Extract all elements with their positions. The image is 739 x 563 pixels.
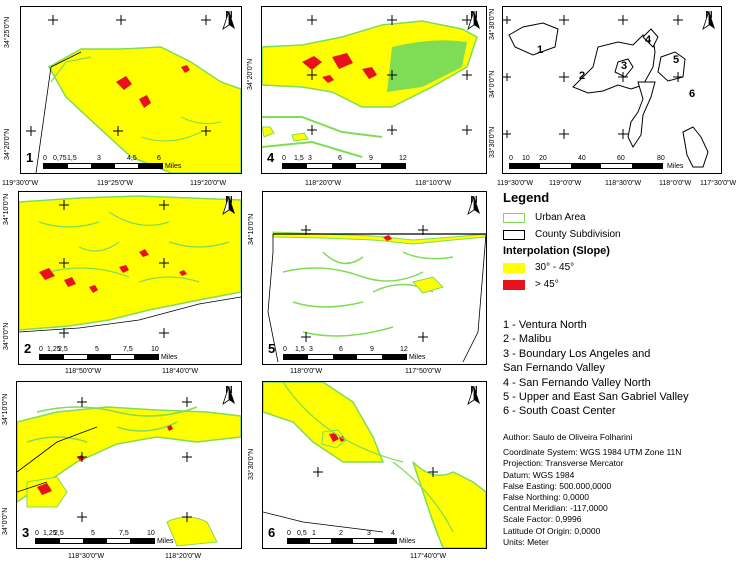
interpolation-title: Interpolation (Slope) bbox=[503, 245, 610, 257]
y-label: 34°30'0"N bbox=[489, 8, 496, 40]
site-list: 1 - Ventura North 2 - Malibu 3 - Boundar… bbox=[503, 318, 737, 419]
map-3-canvas bbox=[17, 397, 241, 547]
scale-bar: 0 1,5 3 6 9 12 Miles bbox=[283, 346, 426, 361]
map-5-canvas bbox=[267, 225, 486, 363]
map-2-canvas bbox=[19, 195, 241, 338]
y-label: 33°30'0"N bbox=[248, 448, 255, 480]
map-6-canvas bbox=[263, 382, 486, 548]
legend-item-class1: 30° - 45° bbox=[503, 259, 737, 276]
x-label: 118°0'0"W bbox=[290, 368, 323, 375]
legend-title: Legend bbox=[503, 190, 550, 205]
legend-item-county: County Subdivision bbox=[503, 226, 737, 243]
x-label: 118°10'0"W bbox=[415, 180, 452, 187]
county-swatch bbox=[503, 229, 525, 240]
map-metadata: Author: Saulo de Oliveira Folharini Coor… bbox=[503, 432, 737, 548]
map-4-canvas bbox=[262, 15, 478, 158]
x-label: 119°25'0"W bbox=[97, 180, 134, 187]
scale-bar: 0 1,25 2,5 5 7,5 10 Miles bbox=[35, 530, 174, 545]
map-panel-1: N 1 00,751,534,56 Miles bbox=[20, 6, 242, 174]
x-label: 119°30'0"W bbox=[497, 180, 534, 187]
y-label: 34°0'0"N bbox=[2, 507, 9, 535]
x-label: 117°40'0"W bbox=[410, 553, 447, 560]
y-label: 34°20'0"N bbox=[247, 58, 254, 90]
x-label: 119°0'0"W bbox=[549, 180, 582, 187]
north-arrow-icon: N bbox=[466, 196, 482, 215]
region-label-1: 1 bbox=[537, 44, 543, 56]
map-panel-2: N 2 01,252,557,510 Miles bbox=[18, 191, 242, 365]
meta-line: Datum: WGS 1984 bbox=[503, 469, 575, 480]
class2-swatch bbox=[503, 279, 525, 290]
site-item: San Fernando Valley bbox=[503, 362, 605, 375]
scale-bar: 0 10 20 40 60 80 Miles bbox=[509, 155, 684, 170]
x-label: 119°30'0"W bbox=[2, 180, 39, 187]
legend-item-class2: > 45° bbox=[503, 276, 737, 293]
y-label: 34°10'0"N bbox=[2, 393, 9, 425]
meta-line: False Easting: 500.000,0000 bbox=[503, 480, 612, 491]
map-1-canvas bbox=[26, 15, 241, 173]
y-label: 34°0'0"N bbox=[489, 70, 496, 98]
urban-swatch bbox=[503, 212, 525, 223]
north-arrow-icon: N bbox=[701, 11, 717, 30]
class1-swatch bbox=[503, 262, 525, 273]
region-label-6: 6 bbox=[689, 88, 695, 100]
y-label: 34°10'0"N bbox=[248, 213, 255, 245]
region-label-4: 4 bbox=[645, 34, 652, 46]
legend: Legend Urban Area County Subdivision Int… bbox=[503, 190, 737, 293]
y-label: 33°30'0"N bbox=[489, 126, 496, 158]
north-arrow-icon: N bbox=[221, 386, 237, 405]
x-label: 118°20'0"W bbox=[305, 180, 342, 187]
north-arrow-icon: N bbox=[466, 11, 482, 30]
scale-bar: 0 0,75 1,5 3 4,5 6 Miles bbox=[43, 155, 182, 170]
meta-line: Latitude Of Origin: 0,0000 bbox=[503, 525, 601, 536]
region-label-2: 2 bbox=[579, 70, 585, 82]
overview-canvas: 1 2 3 4 5 6 bbox=[503, 15, 709, 168]
site-item: 2 - Malibu bbox=[503, 333, 552, 346]
meta-line: Units: Meter bbox=[503, 536, 549, 547]
author: Author: Saulo de Oliveira Folharini bbox=[503, 432, 633, 442]
scale-bar: 0 1,25 2,5 5 7,5 10 Miles bbox=[39, 346, 178, 361]
site-item: 1 - Ventura North bbox=[503, 319, 587, 331]
north-arrow-icon: N bbox=[466, 386, 482, 405]
legend-item-urban: Urban Area bbox=[503, 209, 737, 226]
x-label: 118°50'0"W bbox=[65, 368, 102, 375]
panel-number: 6 bbox=[268, 525, 276, 540]
region-label-3: 3 bbox=[621, 60, 627, 72]
scale-bar: 0 0,5 1 2 3 4 Miles bbox=[287, 530, 416, 545]
meta-line: Scale Factor: 0,9996 bbox=[503, 514, 582, 525]
panel-number: 5 bbox=[268, 341, 276, 356]
x-label: 119°20'0"W bbox=[190, 180, 227, 187]
region-label-5: 5 bbox=[673, 54, 679, 66]
panel-number: 2 bbox=[24, 341, 32, 356]
meta-line: Projection: Transverse Mercator bbox=[503, 458, 624, 469]
x-label: 117°50'0"W bbox=[405, 368, 442, 375]
site-item: 3 - Boundary Los Angeles and bbox=[503, 347, 651, 360]
north-arrow-icon: N bbox=[221, 196, 237, 215]
x-label: 118°30'0"W bbox=[605, 180, 642, 187]
scale-bar: 0 1,5 3 6 9 12 bbox=[282, 155, 432, 169]
y-label: 34°10'0"N bbox=[3, 193, 10, 225]
x-label: 118°30'0"W bbox=[68, 553, 105, 560]
panel-number: 4 bbox=[267, 150, 275, 165]
panel-number: 3 bbox=[22, 525, 30, 540]
x-label: 117°30'0"W bbox=[700, 180, 737, 187]
meta-line: Coordinate System: WGS 1984 UTM Zone 11N bbox=[503, 447, 682, 458]
meta-line: False Northing: 0,0000 bbox=[503, 492, 589, 503]
y-label: 34°0'0"N bbox=[3, 322, 10, 350]
meta-line: Central Meridian: -117,0000 bbox=[503, 503, 608, 514]
x-label: 118°0'0"W bbox=[659, 180, 692, 187]
map-panel-3: N 3 01,252,557,510 Miles bbox=[16, 381, 242, 549]
site-item: 4 - San Fernando Valley North bbox=[503, 376, 651, 389]
panel-number: 1 bbox=[26, 150, 34, 165]
y-label: 34°20'0"N bbox=[4, 128, 11, 160]
site-item: 5 - Upper and East San Gabriel Valley bbox=[503, 391, 689, 404]
x-label: 118°20'0"W bbox=[165, 553, 202, 560]
y-label: 34°25'0"N bbox=[4, 16, 11, 48]
site-item: 6 - South Coast Center bbox=[503, 405, 616, 418]
north-arrow-icon: N bbox=[221, 11, 237, 30]
x-label: 118°40'0"W bbox=[162, 368, 199, 375]
